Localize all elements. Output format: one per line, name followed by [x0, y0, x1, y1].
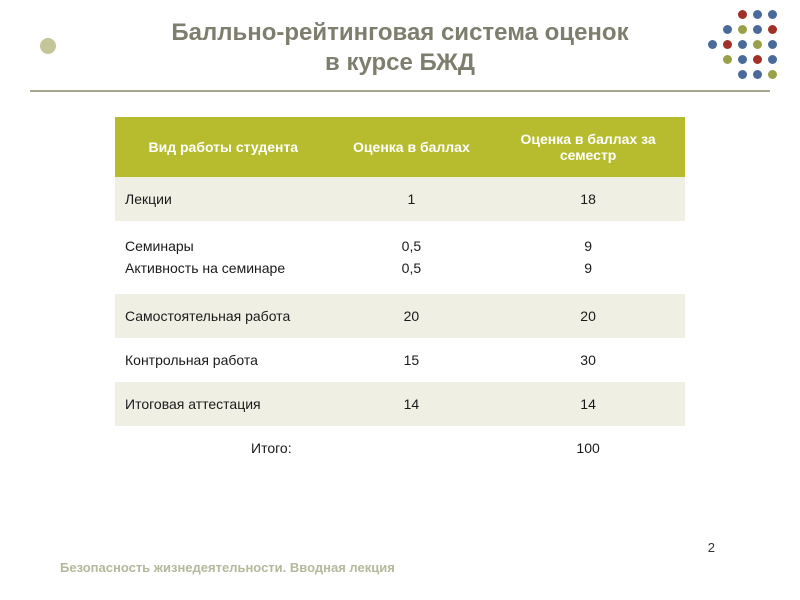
cell-total-value: 100	[491, 426, 685, 470]
table-row: Контрольная работа1530	[115, 338, 685, 382]
col-work-type: Вид работы студента	[115, 117, 332, 177]
table-row: Лекции118	[115, 177, 685, 221]
title-line-1: Балльно-рейтинговая система оценок	[171, 19, 628, 46]
table-body: Лекции118СеминарыАктивность на семинаре0…	[115, 177, 685, 470]
cell-score: 1	[332, 177, 492, 221]
cell-semester: 14	[491, 382, 685, 426]
cell-semester: 30	[491, 338, 685, 382]
cell-score: 0,50,5	[332, 221, 492, 294]
cell-total-blank	[332, 426, 492, 470]
title-line-2: в курсе БЖД	[325, 49, 475, 76]
cell-score: 15	[332, 338, 492, 382]
cell-score: 14	[332, 382, 492, 426]
cell-semester: 18	[491, 177, 685, 221]
title-underline	[30, 90, 770, 92]
table-row: СеминарыАктивность на семинаре0,50,599	[115, 221, 685, 294]
title-bullet-icon	[40, 38, 56, 54]
col-semester-score: Оценка в баллах за семестр	[491, 117, 685, 177]
cell-work-type: СеминарыАктивность на семинаре	[115, 221, 332, 294]
cell-work-type: Контрольная работа	[115, 338, 332, 382]
cell-work-type: Лекции	[115, 177, 332, 221]
cell-semester: 99	[491, 221, 685, 294]
table-total-row: Итого: 100	[115, 426, 685, 470]
title-area: Балльно-рейтинговая система оценок в кур…	[30, 18, 770, 92]
grades-table: Вид работы студента Оценка в баллах Оцен…	[115, 117, 685, 470]
col-score: Оценка в баллах	[332, 117, 492, 177]
table-row: Итоговая аттестация1414	[115, 382, 685, 426]
table-row: Самостоятельная работа2020	[115, 294, 685, 338]
cell-semester: 20	[491, 294, 685, 338]
footer-text: Безопасность жизнедеятельности. Вводная …	[60, 560, 395, 575]
page-number: 2	[708, 540, 715, 555]
cell-total-label: Итого:	[115, 426, 332, 470]
cell-work-type: Итоговая аттестация	[115, 382, 332, 426]
cell-work-type: Самостоятельная работа	[115, 294, 332, 338]
cell-score: 20	[332, 294, 492, 338]
slide-title: Балльно-рейтинговая система оценок в кур…	[30, 18, 770, 88]
slide: Балльно-рейтинговая система оценок в кур…	[0, 0, 800, 600]
table-header-row: Вид работы студента Оценка в баллах Оцен…	[115, 117, 685, 177]
